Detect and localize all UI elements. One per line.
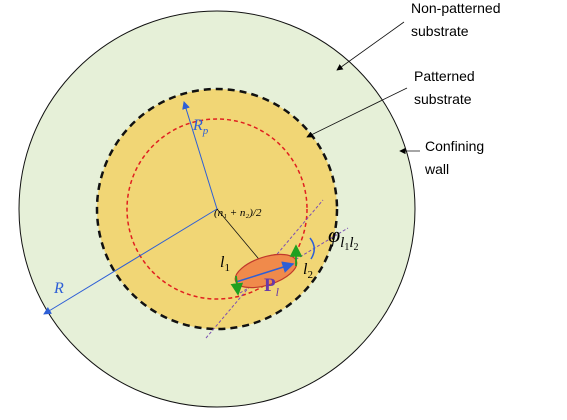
phi-label: φl1l2 (328, 222, 359, 253)
R-label: R (53, 280, 64, 297)
Rp-label: Rp (192, 117, 209, 137)
phi-main: φ (328, 222, 340, 247)
P-main: P (264, 275, 276, 296)
green-arrow-left (230, 275, 244, 296)
leader-non-patterned (336, 21, 405, 71)
l2-main: l (303, 261, 308, 278)
non-patterned-label-2: substrate (411, 23, 469, 39)
phi-sub1: l (340, 235, 344, 251)
radius-R-line (43, 208, 218, 315)
red-dashed-circle (126, 118, 308, 300)
patterned-label-2: substrate (414, 91, 472, 107)
patterned-label-1: Patterned (414, 68, 475, 84)
Rp-subscript: p (202, 125, 209, 137)
phi-sub1-idx: 1 (344, 242, 349, 253)
orientation-arrow (235, 261, 295, 283)
l1-label: l1 (220, 254, 230, 274)
l1-subscript: 1 (224, 262, 230, 274)
leader-patterned (306, 87, 408, 138)
center-expression: (n₁ + n₂)/2 (214, 207, 262, 219)
non-patterned-label-1: Non-patterned (411, 0, 501, 16)
confining-label-1: Confining (425, 138, 484, 154)
confining-label-2: wall (424, 161, 449, 177)
P-label: Pl (264, 275, 280, 299)
radius-Rp-line (182, 101, 218, 210)
l2-label: l2 (303, 261, 313, 281)
l2-subscript: 2 (307, 269, 313, 281)
P-subscript: l (276, 285, 280, 299)
phi-sub2-idx: 2 (354, 242, 359, 253)
Rp-main: R (192, 117, 203, 134)
l1-main: l (220, 254, 225, 271)
phi-sub2: l (349, 235, 353, 251)
angle-arc (309, 237, 315, 260)
